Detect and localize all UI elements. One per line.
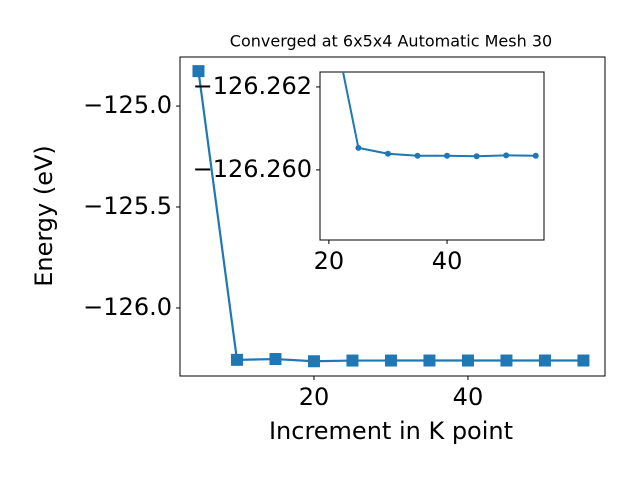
marker [414,152,421,159]
series-group [192,65,590,368]
marker [230,353,243,366]
chart-title: Converged at 6x5x4 Automatic Mesh 30 [230,32,552,51]
y-tick-label: −126.0 [83,293,172,321]
marker [192,65,205,78]
x-tick-label: 20 [299,383,330,411]
marker [355,144,362,151]
y-tick-label: −125.5 [83,192,172,220]
line [342,72,536,158]
marker [503,152,510,159]
marker [500,354,513,367]
y-axis-label: Energy (eV) [30,145,58,287]
marker [538,354,551,367]
marker [473,153,480,160]
x-tick-label: 40 [432,247,463,275]
series-group [326,0,539,160]
marker [384,150,391,157]
marker [384,354,397,367]
marker [269,353,282,366]
y-tick-label: −126.262 [193,72,312,100]
marker [423,354,436,367]
x-tick-label: 20 [314,247,345,275]
marker [326,0,332,5]
x-axis-label: Increment in K point [269,417,513,445]
marker [307,355,320,368]
marker [444,152,451,159]
y-tick-label: −126.260 [193,155,312,183]
y-tick-label: −125.0 [83,91,172,119]
x-tick-label: 40 [453,383,484,411]
marker [346,354,359,367]
marker [577,354,590,367]
marker [532,152,539,159]
marker [461,354,474,367]
